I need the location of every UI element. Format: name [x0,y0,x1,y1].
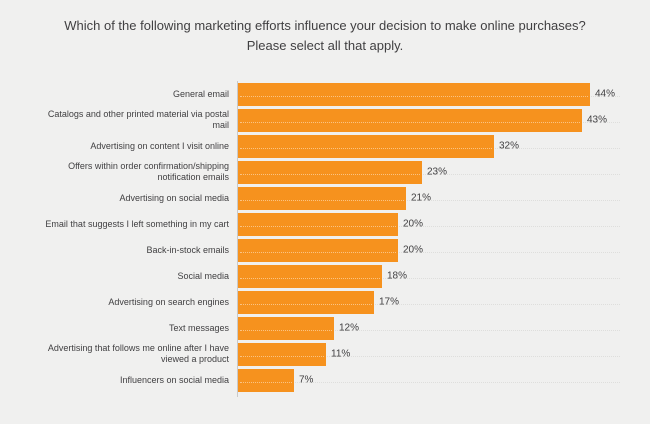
bar [238,368,294,392]
category-label: Advertising that follows me online after… [47,343,229,364]
category-label: Social media [177,270,229,281]
bar-track: 7% [237,368,650,392]
bar-track: 21% [237,186,650,210]
value-label: 21% [411,192,432,204]
bar-row: Advertising on search engines 17% [0,289,650,315]
bar-row: Catalogs and other printed material via … [0,107,650,133]
bar-row: General email 44% [0,81,650,107]
bar-track: 44% [237,82,650,106]
chart-title-line2: Please select all that apply. [246,38,404,53]
category-label: Advertising on content I visit online [90,140,229,151]
value-label: 23% [427,166,448,178]
bar-track: 43% [237,108,650,132]
category-label: Text messages [168,322,229,333]
bar-track: 20% [237,238,650,262]
bar-row: Advertising on content I visit online 32% [0,133,650,159]
category-label: Advertising on search engines [108,296,229,307]
bar-rows: General email 44% Catalogs and other print… [0,81,650,393]
bar-row: Back-in-stock emails 20% [0,237,650,263]
category-label: General email [172,88,229,99]
bar-row: Influencers on social media 7% [0,367,650,393]
value-label: 43% [587,114,608,126]
bar-chart: General email 44% Catalogs and other print… [0,81,650,399]
value-label: 20% [403,244,424,256]
category-label: Back-in-stock emails [146,244,229,255]
value-label: 44% [595,88,616,100]
value-label: 18% [387,270,408,282]
category-label: Email that suggests I left something in … [45,218,229,229]
bar [238,134,494,158]
bar-track: 32% [237,134,650,158]
bar [238,238,398,262]
bar-track: 11% [237,342,650,366]
value-label: 11% [331,348,351,360]
bar [238,342,326,366]
bar [238,316,334,340]
bar-row: Advertising that follows me online after… [0,341,650,367]
chart-title: Which of the following marketing efforts… [0,0,650,56]
value-label: 32% [499,140,520,152]
value-label: 17% [379,296,400,308]
category-label: Influencers on social media [119,374,229,385]
bar-track: 18% [237,264,650,288]
bar [238,264,382,288]
value-label: 12% [339,322,360,334]
bar-row: Advertising on social media 21% [0,185,650,211]
bar [238,160,422,184]
category-label: Catalogs and other printed material via … [47,109,229,130]
bar-row: Text messages 12% [0,315,650,341]
bar-track: 23% [237,160,650,184]
value-label: 7% [299,374,314,386]
category-label: Advertising on social media [119,192,229,203]
bar [238,108,582,132]
bar [238,212,398,236]
bar-track: 20% [237,212,650,236]
bar [238,82,590,106]
value-label: 20% [403,218,424,230]
bar-track: 12% [237,316,650,340]
category-label: Offers within order confirmation/shippin… [68,161,229,182]
bar-row: Email that suggests I left something in … [0,211,650,237]
bar [238,290,374,314]
bar-row: Offers within order confirmation/shippin… [0,159,650,185]
bar-row: Social media 18% [0,263,650,289]
bar [238,186,406,210]
bar-track: 17% [237,290,650,314]
chart-title-line1: Which of the following marketing efforts… [64,18,586,33]
y-axis-line [237,81,238,397]
